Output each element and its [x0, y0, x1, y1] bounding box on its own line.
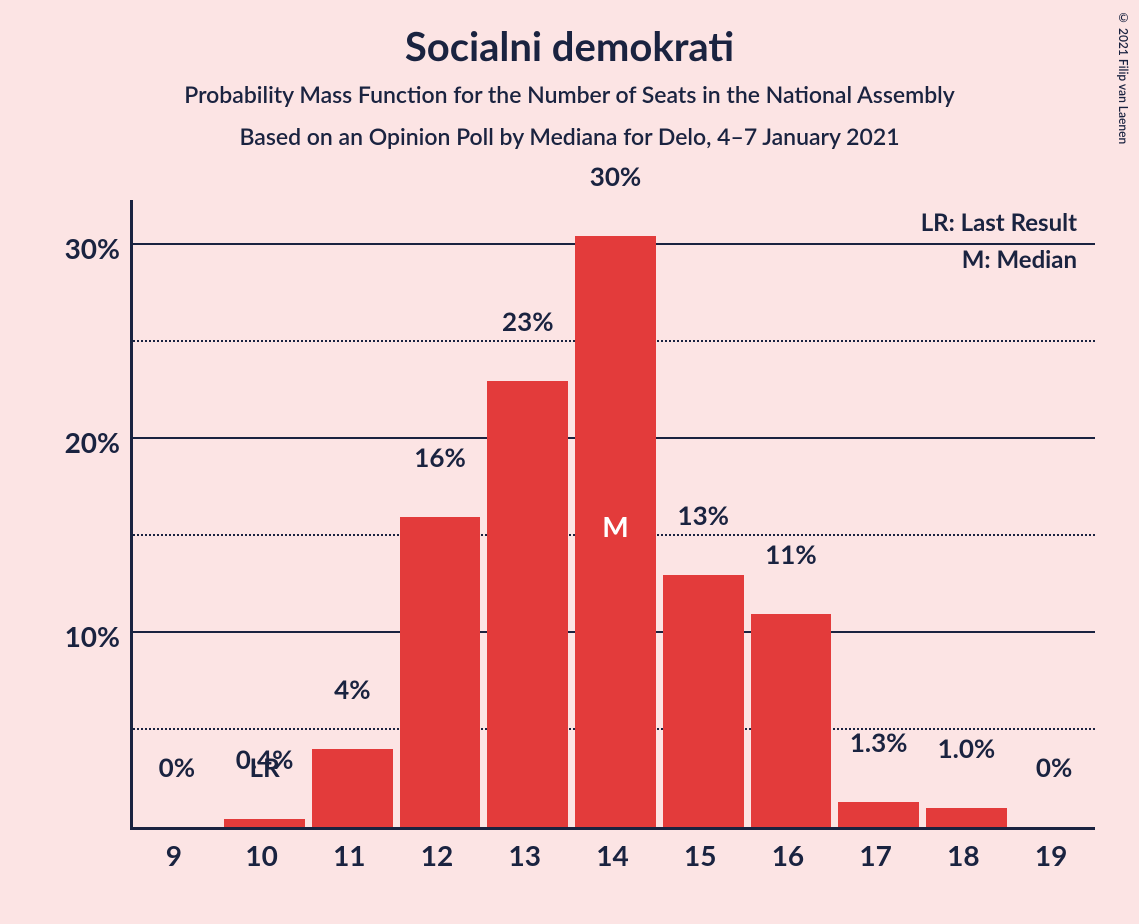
y-tick-label: 30% [55, 231, 120, 265]
bar-median-marker: M [572, 509, 660, 543]
x-tick-label: 17 [832, 838, 920, 872]
x-tick-label: 15 [656, 838, 744, 872]
bar-value-label: 11% [747, 538, 835, 576]
x-tick-label: 16 [744, 838, 832, 872]
bar-slot: 0% [1010, 200, 1098, 827]
x-tick-label: 9 [130, 838, 218, 872]
bar [751, 614, 832, 827]
bar-value-label: 0% [1010, 751, 1098, 789]
chart-title: Socialni demokrati [0, 22, 1139, 70]
x-tick-label: 19 [1007, 838, 1095, 872]
bar-slot: 16% [396, 200, 484, 827]
y-tick-label: 10% [55, 619, 120, 653]
bar-value-label: 23% [484, 305, 572, 343]
bar-slot: 30%M [572, 200, 660, 827]
bar-value-label: 0% [133, 751, 221, 789]
bar-value-label: 4% [308, 673, 396, 711]
bar-value-label: 16% [396, 441, 484, 479]
bar-slot: 1.3% [835, 200, 923, 827]
bar [487, 381, 568, 827]
bar [224, 819, 305, 827]
chart-subtitle-2: Based on an Opinion Poll by Mediana for … [0, 122, 1139, 150]
x-tick-label: 11 [305, 838, 393, 872]
bar [400, 517, 481, 827]
copyright-text: © 2021 Filip van Laenen [1116, 10, 1131, 144]
bar-slot: 13% [659, 200, 747, 827]
bar [926, 808, 1007, 827]
bar [312, 749, 393, 827]
bar-slot: 4% [308, 200, 396, 827]
chart-subtitle-1: Probability Mass Function for the Number… [0, 80, 1139, 108]
bar-slot: 1.0% [923, 200, 1011, 827]
x-tick-label: 12 [393, 838, 481, 872]
chart-area: LR: Last Result M: Median 0%0.4%LR4%16%2… [55, 200, 1105, 890]
bar-value-label: 1.3% [835, 726, 923, 764]
x-tick-label: 13 [481, 838, 569, 872]
titles-block: Socialni demokrati Probability Mass Func… [0, 0, 1139, 150]
y-tick-label: 20% [55, 425, 120, 459]
bar [663, 575, 744, 827]
bar-slot: 11% [747, 200, 835, 827]
bar [838, 802, 919, 827]
chart-plot: LR: Last Result M: Median 0%0.4%LR4%16%2… [130, 200, 1095, 830]
bar-slot: 0% [133, 200, 221, 827]
bar-slot: 23% [484, 200, 572, 827]
bar-value-label: 30% [572, 160, 660, 198]
bar-value-label: 13% [659, 499, 747, 537]
bar-slot: 0.4%LR [221, 200, 309, 827]
bar-value-label: 1.0% [923, 732, 1011, 770]
x-tick-label: 14 [569, 838, 657, 872]
bar-lr-marker: LR [221, 751, 309, 783]
x-tick-label: 18 [920, 838, 1008, 872]
x-tick-label: 10 [218, 838, 306, 872]
